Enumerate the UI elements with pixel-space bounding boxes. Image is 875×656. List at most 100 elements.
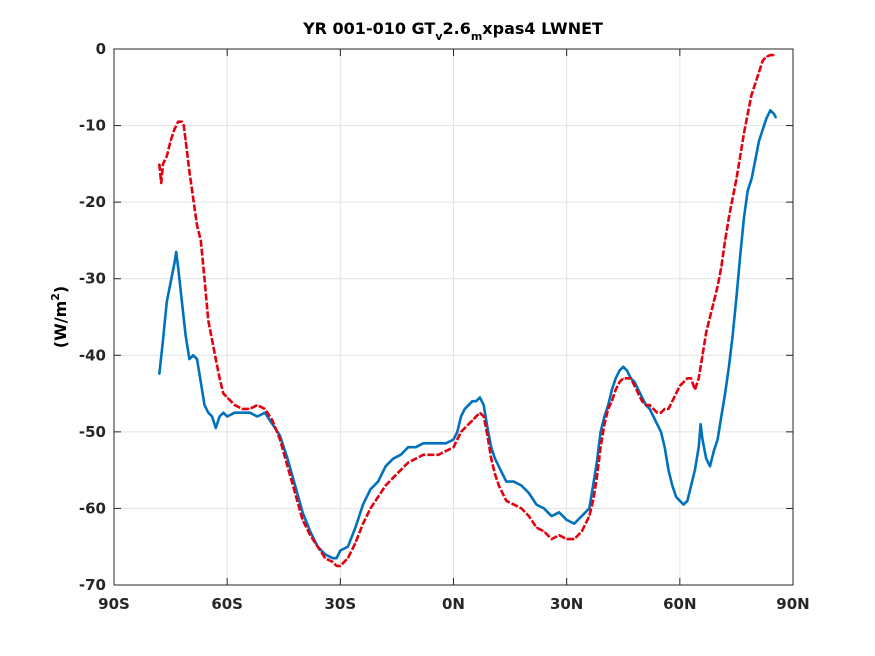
series-1-point: [588, 507, 590, 509]
series-2-point: [445, 450, 447, 452]
series-2-point: [166, 155, 168, 157]
title-subscript-2: m: [471, 30, 482, 43]
series-2-point: [185, 140, 187, 142]
x-tick-label: 0N: [442, 595, 465, 613]
series-2-point: [618, 381, 621, 383]
series-2-point: [773, 54, 775, 56]
series-1-point: [732, 335, 734, 337]
y-tick-label: -50: [79, 423, 106, 441]
series-1-point: [185, 335, 187, 337]
series-1-point: [200, 381, 202, 383]
y-axis-label-main: (W/m: [51, 301, 70, 348]
series-2-point: [192, 197, 194, 199]
series-1-point: [615, 377, 617, 379]
series-1-point: [618, 370, 621, 372]
title-prefix: YR 001-010 GT: [302, 19, 435, 38]
series-2-point: [362, 523, 364, 525]
series-1-point: [385, 465, 387, 467]
series-2-point: [490, 458, 492, 460]
series-2-point: [664, 408, 666, 410]
series-2-point: [294, 492, 296, 494]
series-1-point: [660, 431, 662, 433]
series-1-point: [596, 461, 598, 464]
series-2-point: [196, 224, 198, 226]
series-1-point: [626, 370, 628, 372]
series-1-point: [675, 496, 677, 498]
series-2-point: [324, 557, 326, 559]
series-1-point: [196, 358, 198, 360]
series-1-point: [158, 373, 160, 375]
series-1-point: [215, 427, 217, 429]
series-2-point: [498, 484, 500, 487]
series-1-point: [743, 216, 745, 219]
series-1-point: [611, 389, 613, 391]
series-2-point: [222, 393, 224, 395]
series-1-point: [188, 358, 190, 360]
series-2-point: [332, 561, 334, 563]
series-2-point: [728, 216, 730, 219]
series-1-point: [377, 481, 379, 483]
series-2-point: [641, 400, 643, 402]
series-2-point: [724, 239, 726, 241]
series-2-point: [600, 446, 602, 448]
y-axis-label-close: ): [51, 286, 70, 293]
series-1-point: [592, 484, 594, 487]
series-2-point: [750, 94, 753, 96]
series-1-point: [362, 504, 364, 506]
series-2-point: [264, 408, 266, 410]
series-2-point: [464, 427, 466, 429]
series-2-point: [317, 546, 319, 548]
series-1-point: [407, 446, 409, 448]
series-1-point: [720, 415, 722, 418]
series-1-point: [694, 469, 696, 471]
series-2-point: [626, 377, 628, 379]
series-2-point: [667, 408, 670, 410]
series-1-point: [728, 366, 730, 368]
series-2-point: [660, 412, 662, 414]
series-1-point: [664, 446, 666, 448]
series-1-point: [219, 415, 221, 418]
series-2-point: [483, 415, 485, 418]
series-1-point: [166, 301, 168, 303]
series-2-point: [162, 163, 164, 165]
series-2-point: [558, 534, 560, 536]
series-2-point: [207, 320, 209, 322]
series-2-point: [475, 415, 477, 418]
series-1-point: [747, 190, 749, 192]
series-1-point: [336, 557, 338, 559]
series-1-point: [652, 415, 655, 418]
series-1-point: [766, 117, 768, 119]
series-2-point: [766, 56, 768, 58]
y-tick-label: -40: [79, 346, 106, 364]
series-1-point: [241, 412, 243, 414]
series-1-point: [211, 415, 213, 418]
series-1-point: [679, 500, 681, 502]
series-2-point: [479, 412, 481, 414]
series-2-point: [158, 163, 160, 165]
series-1-point: [656, 423, 658, 425]
series-1-point: [698, 446, 700, 448]
title-suffix: xpas4 LWNET: [482, 19, 603, 38]
x-tick-label: 90S: [98, 595, 130, 613]
series-2-point: [675, 393, 677, 395]
series-2-point: [422, 454, 424, 456]
series-2-point: [520, 507, 523, 509]
x-tick-label: 60N: [663, 595, 696, 613]
series-2-point: [713, 301, 715, 303]
series-2-point: [302, 519, 304, 521]
series-2-point: [241, 408, 243, 410]
series-2-point: [747, 113, 749, 115]
series-1-point: [773, 113, 775, 115]
series-1-point: [249, 412, 251, 414]
series-2-point: [603, 423, 606, 425]
series-1-point: [558, 511, 560, 513]
series-2-point: [694, 389, 696, 391]
series-1-point: [520, 484, 523, 487]
series-2-point: [468, 423, 470, 425]
series-2-point: [513, 504, 515, 506]
series-1-point: [671, 484, 673, 487]
series-2-point: [709, 316, 711, 318]
series-1-point: [754, 159, 756, 161]
series-2-point: [234, 404, 236, 406]
series-2-point: [203, 278, 206, 280]
